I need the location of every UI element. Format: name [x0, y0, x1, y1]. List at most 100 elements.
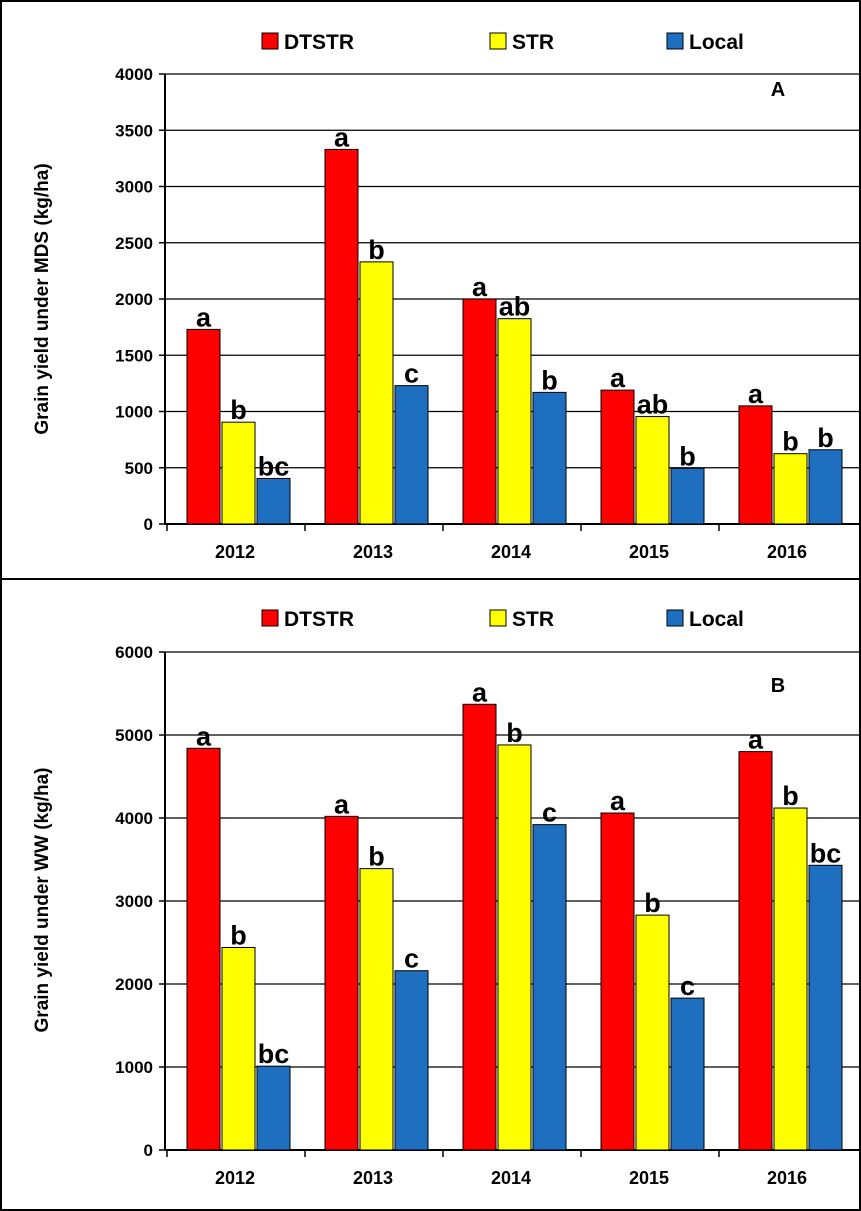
legend-swatch-dtstr	[261, 32, 279, 50]
bar-str	[497, 318, 532, 525]
x-tick-label: 2012	[215, 542, 255, 562]
x-tick-label: 2013	[353, 542, 393, 562]
y-tick-label: 3500	[115, 121, 153, 140]
significance-letter: b	[368, 842, 385, 872]
significance-letter: b	[817, 423, 834, 453]
bar-dtstr	[738, 751, 773, 1151]
y-axis-title: Grain yield under WW (kg/ha)	[32, 768, 53, 1033]
significance-letter: a	[334, 122, 350, 152]
x-tick-label: 2014	[491, 542, 531, 562]
bar-str	[635, 914, 670, 1151]
bar-dtstr	[324, 148, 359, 525]
bar-str	[773, 807, 808, 1151]
x-tick-label: 2013	[353, 1168, 393, 1188]
legend-swatch-local	[666, 609, 684, 627]
bar-dtstr	[186, 328, 221, 525]
significance-letter: c	[404, 944, 419, 974]
y-tick-label: 4000	[115, 65, 153, 84]
y-tick-label: 2500	[115, 234, 153, 253]
significance-letter: b	[230, 920, 247, 950]
significance-letter: b	[541, 365, 558, 395]
significance-letter: bc	[810, 838, 842, 868]
x-tick-label: 2015	[629, 542, 669, 562]
legend-label-str: STR	[512, 608, 554, 631]
x-tick-label: 2012	[215, 1168, 255, 1188]
significance-letter: c	[542, 798, 557, 828]
bar-str	[359, 261, 394, 525]
significance-letter: b	[679, 441, 696, 471]
y-tick-label: 1000	[115, 403, 153, 422]
x-tick-label: 2014	[491, 1168, 531, 1188]
legend-label-dtstr: DTSTR	[284, 608, 354, 631]
bar-local	[394, 385, 429, 525]
bar-str	[221, 946, 256, 1151]
bar-str	[221, 421, 256, 525]
bar-str	[635, 416, 670, 525]
x-tick-label: 2015	[629, 1168, 669, 1188]
panel-label: B	[771, 675, 785, 697]
significance-letter: a	[196, 302, 212, 332]
y-axis-title: Grain yield under MDS (kg/ha)	[32, 163, 53, 434]
significance-letter: a	[472, 272, 488, 302]
legend-swatch-str	[489, 609, 507, 627]
bar-local	[532, 391, 567, 525]
y-tick-label: 1000	[115, 1058, 153, 1077]
significance-letter: b	[230, 395, 247, 425]
legend-swatch-str	[489, 32, 507, 50]
significance-letter: b	[782, 781, 799, 811]
bar-local	[394, 970, 429, 1151]
chart-panel-B: 0 1000 2000 3000 4000 5000 6000 2012 2013 2014 201…	[32, 608, 861, 1188]
bar-str	[773, 453, 808, 525]
significance-letter: a	[610, 363, 626, 393]
y-tick-label: 1500	[115, 346, 153, 365]
legend-label-local: Local	[689, 608, 744, 631]
x-tick-label: 2016	[767, 1168, 807, 1188]
bar-local	[670, 467, 705, 525]
bar-dtstr	[324, 815, 359, 1151]
y-tick-label: 4000	[115, 809, 153, 828]
bar-local	[670, 997, 705, 1151]
bar-local	[256, 477, 291, 525]
bar-local	[808, 449, 843, 525]
legend-label-str: STR	[512, 31, 554, 54]
significance-letter: a	[196, 721, 212, 751]
y-tick-label: 3000	[115, 178, 153, 197]
significance-letter: a	[334, 789, 350, 819]
significance-letter: a	[472, 677, 488, 707]
legend-label-local: Local	[689, 31, 744, 54]
x-tick-label: 2016	[767, 542, 807, 562]
significance-letter: b	[368, 235, 385, 265]
significance-letter: b	[506, 718, 523, 748]
y-tick-label: 0	[144, 515, 153, 534]
significance-letter: a	[748, 379, 764, 409]
bar-dtstr	[462, 703, 497, 1151]
significance-letter: b	[782, 427, 799, 457]
bar-local	[808, 864, 843, 1151]
y-tick-label: 5000	[115, 726, 153, 745]
significance-letter: a	[610, 786, 626, 816]
significance-letter: c	[680, 971, 695, 1001]
significance-letter: bc	[258, 1039, 290, 1069]
legend-swatch-dtstr	[261, 609, 279, 627]
legend-swatch-local	[666, 32, 684, 50]
bar-dtstr	[600, 812, 635, 1151]
panel-label: A	[771, 79, 785, 101]
bar-local	[256, 1065, 291, 1151]
y-tick-label: 0	[144, 1141, 153, 1160]
y-tick-label: 6000	[115, 643, 153, 662]
bar-str	[359, 868, 394, 1151]
significance-letter: b	[644, 888, 661, 918]
bar-str	[497, 744, 532, 1151]
bar-dtstr	[462, 298, 497, 525]
chart-panel-A: 0 500 1000 1500 2000 2500 3000 3500 4000 2012 2013…	[32, 31, 861, 562]
bar-dtstr	[186, 747, 221, 1151]
y-tick-label: 3000	[115, 892, 153, 911]
significance-letter: ab	[499, 292, 531, 322]
significance-letter: ab	[637, 390, 669, 420]
significance-letter: bc	[258, 451, 290, 481]
significance-letter: a	[748, 725, 764, 755]
y-tick-label: 2000	[115, 975, 153, 994]
bar-dtstr	[738, 405, 773, 525]
